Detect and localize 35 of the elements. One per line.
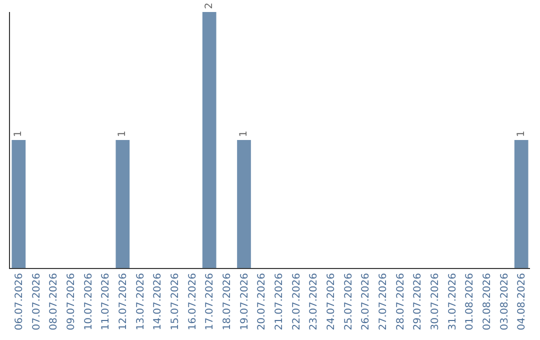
x-tick-label: 04.08.2026 — [516, 273, 528, 330]
x-tick-label: 17.07.2026 — [204, 273, 216, 330]
x-tick-label: 23.07.2026 — [308, 273, 320, 330]
x-tick-label: 10.07.2026 — [83, 273, 94, 330]
x-tick-label: 25.07.2026 — [343, 273, 354, 330]
x-tick-label: 16.07.2026 — [187, 273, 198, 330]
data-label: 2 — [204, 2, 215, 9]
x-tick-label: 21.07.2026 — [274, 273, 285, 330]
x-tick-label: 27.07.2026 — [378, 273, 389, 330]
x-tick-label: 03.08.2026 — [499, 273, 510, 330]
x-tick-label: 31.07.2026 — [447, 273, 458, 330]
x-tick-label: 29.07.2026 — [412, 273, 424, 330]
x-tick-label: 02.08.2026 — [482, 273, 493, 330]
x-tick-label: 13.07.2026 — [135, 273, 146, 330]
x-tick-label: 22.07.2026 — [291, 273, 302, 330]
x-tick-label: 19.07.2026 — [239, 273, 250, 330]
x-tick-label: 24.07.2026 — [326, 273, 337, 330]
x-tick-label: 01.08.2026 — [464, 273, 476, 330]
x-tick-label: 09.07.2026 — [66, 273, 77, 330]
data-label: 1 — [238, 130, 250, 137]
x-tick-label: 20.07.2026 — [256, 273, 268, 330]
x-tick-label: 14.07.2026 — [152, 273, 164, 330]
x-tick-label: 28.07.2026 — [395, 273, 406, 330]
data-label: 1 — [13, 130, 24, 137]
x-tick-label: 06.07.2026 — [14, 273, 25, 330]
x-tick-label: 26.07.2026 — [360, 273, 372, 330]
data-label: 1 — [117, 130, 128, 137]
x-tick-label: 15.07.2026 — [170, 273, 181, 330]
x-tick-label: 30.07.2026 — [430, 273, 441, 330]
x-tick-label: 11.07.2026 — [100, 273, 112, 330]
x-tick-label: 12.07.2026 — [118, 273, 129, 330]
data-label: 1 — [516, 130, 527, 137]
x-tick-label: 08.07.2026 — [48, 273, 60, 330]
x-tick-label: 18.07.2026 — [222, 273, 233, 330]
x-tick-label: 07.07.2026 — [31, 273, 42, 330]
